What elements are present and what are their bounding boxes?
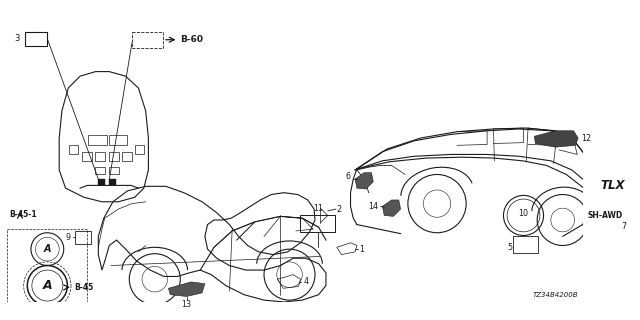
Text: 7: 7 [621, 222, 626, 231]
Text: 5: 5 [508, 243, 513, 252]
Text: 1: 1 [360, 244, 365, 254]
Text: 11: 11 [313, 204, 323, 213]
Text: TZ34B4200B: TZ34B4200B [532, 292, 578, 298]
Text: 4: 4 [303, 277, 308, 286]
Polygon shape [355, 173, 373, 189]
Text: A: A [42, 279, 52, 292]
Bar [7, 229, 88, 311]
Text: SH-AWD: SH-AWD [588, 211, 623, 220]
Polygon shape [534, 131, 578, 147]
Bar [109, 135, 127, 145]
Bar [75, 231, 91, 244]
Text: B-45-1: B-45-1 [9, 210, 36, 219]
Text: B-60: B-60 [180, 35, 204, 44]
Text: 6: 6 [346, 172, 351, 181]
Bar [109, 152, 119, 161]
Text: 10: 10 [518, 209, 529, 218]
Bar [109, 167, 119, 174]
Text: 3: 3 [15, 34, 20, 43]
Text: 9: 9 [66, 233, 71, 242]
Bar [95, 167, 105, 174]
Text: 12: 12 [581, 133, 591, 143]
Polygon shape [382, 200, 401, 216]
Bar [26, 32, 47, 46]
Bar [132, 32, 163, 48]
Bar [82, 152, 92, 161]
Text: 2: 2 [337, 204, 342, 213]
Text: 14: 14 [368, 202, 378, 211]
Bar [300, 215, 335, 232]
Bar [95, 152, 105, 161]
Text: 13: 13 [182, 300, 191, 309]
Polygon shape [168, 282, 205, 297]
Bar [122, 152, 132, 161]
Text: B-45: B-45 [75, 283, 94, 292]
Bar [513, 236, 538, 253]
Bar [109, 179, 116, 185]
Text: TLX: TLX [601, 179, 625, 192]
Bar [88, 135, 106, 145]
Bar [99, 179, 105, 185]
Text: A: A [44, 244, 51, 254]
